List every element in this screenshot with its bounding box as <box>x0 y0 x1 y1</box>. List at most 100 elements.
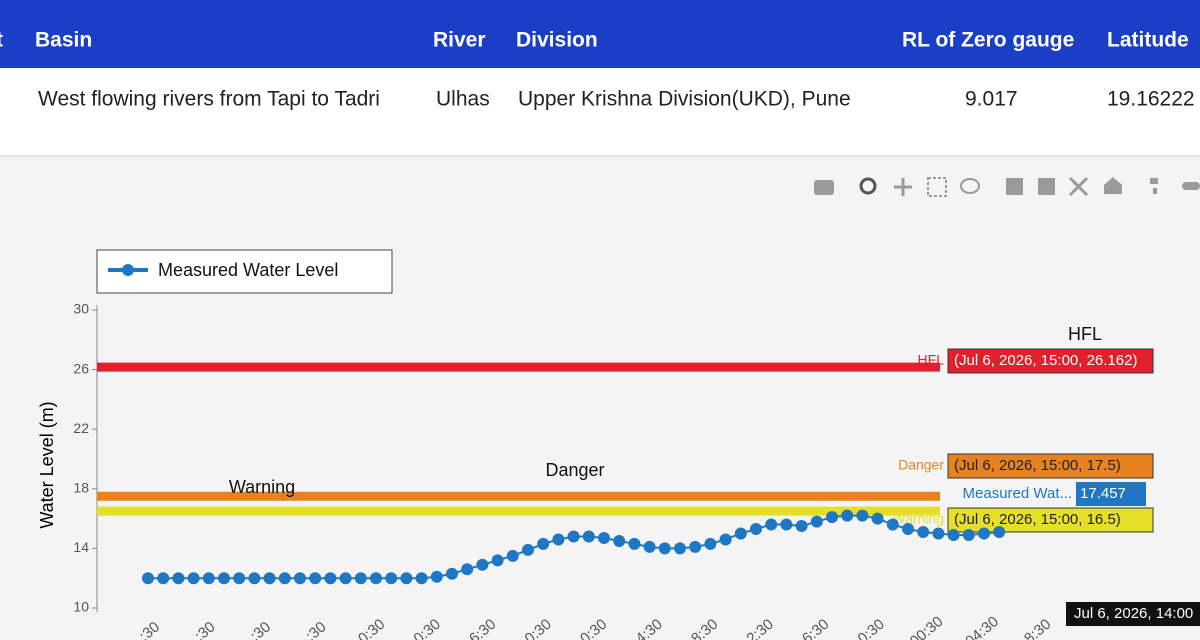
y-tick-label: 30 <box>73 301 89 317</box>
hover-tag <box>947 453 1154 479</box>
y-tick-label: 14 <box>73 539 89 555</box>
x-tick-label: :30 <box>136 618 163 640</box>
point <box>658 542 671 555</box>
point <box>902 523 914 536</box>
x-spike-box <box>1066 602 1200 626</box>
hover-tag-text: (Jul 6, 2026, 15:00, 17.5) <box>954 457 1121 474</box>
point <box>385 572 398 585</box>
x-tick-label: :30 <box>247 618 274 640</box>
zoom-out-icon[interactable] <box>1038 178 1055 195</box>
legend-marker <box>122 264 134 276</box>
table-header: Division <box>516 29 598 52</box>
point <box>552 533 565 546</box>
hover-value: 17.457 <box>1080 485 1126 502</box>
x-tick-label: 6:30 <box>799 616 832 640</box>
point <box>339 572 352 585</box>
point <box>400 572 413 585</box>
hover-tag-text: (Jul 6, 2026, 15:00, 16.5) <box>954 511 1121 528</box>
table-cell: 9.017 <box>965 88 1018 111</box>
x-tick-label: 0:30 <box>855 616 888 640</box>
point <box>962 528 975 541</box>
point <box>218 572 230 585</box>
x-tick-label: :30 <box>192 618 219 640</box>
toolbar <box>814 176 1200 197</box>
point <box>689 540 702 553</box>
hover-name: HFL <box>918 352 945 368</box>
table-row <box>0 68 1200 156</box>
point <box>476 558 489 571</box>
zoom-in-icon[interactable] <box>1006 178 1023 195</box>
y-tick-label: 22 <box>73 420 89 436</box>
reference-annotation: Warning <box>229 477 295 497</box>
spike-icon[interactable] <box>1150 178 1158 194</box>
point <box>582 530 595 543</box>
reference-annotation: Danger <box>545 460 604 480</box>
y-tick-label: 18 <box>73 480 89 496</box>
point <box>294 572 306 585</box>
point <box>598 531 610 544</box>
x-tick-label: 0:30 <box>411 616 444 640</box>
point <box>506 549 519 562</box>
x-tick-label: 04:30 <box>962 613 1002 640</box>
point <box>370 572 382 585</box>
table-header: Latitude <box>1107 29 1189 52</box>
point <box>643 540 656 553</box>
x-tick-label: 2:30 <box>744 616 777 640</box>
point <box>765 518 778 531</box>
camera-icon[interactable] <box>814 180 834 195</box>
y-axis-label: Water Level (m) <box>37 401 57 528</box>
table-cell: 19.16222 <box>1107 88 1195 111</box>
point <box>704 537 717 550</box>
hover-tag <box>947 348 1154 374</box>
point <box>613 534 626 547</box>
x-tick-label: 4:30 <box>633 616 666 640</box>
autoscale-icon[interactable] <box>1068 176 1089 197</box>
point <box>187 572 200 585</box>
point <box>354 572 367 585</box>
table-header: River <box>433 29 486 52</box>
y-tick-label: 26 <box>73 360 89 376</box>
point <box>263 572 276 585</box>
table-header: RL of Zero gauge <box>902 29 1074 52</box>
point <box>810 515 823 528</box>
hover-icon[interactable] <box>1182 182 1200 190</box>
point <box>871 512 884 525</box>
point <box>324 572 337 585</box>
point <box>795 520 808 533</box>
point <box>461 563 474 576</box>
hover-name: Warning <box>892 511 944 527</box>
point <box>430 570 443 583</box>
x-tick-label: 8:30 <box>1021 616 1054 640</box>
point <box>278 572 291 585</box>
x-tick-label: 0:30 <box>355 616 388 640</box>
point <box>841 509 854 522</box>
lasso-icon[interactable] <box>960 178 980 194</box>
x-spike-label: Jul 6, 2026, 14:00 <box>1074 605 1193 622</box>
reset-icon[interactable] <box>1104 177 1122 194</box>
point <box>202 572 215 585</box>
x-tick-label: :30 <box>303 618 330 640</box>
hover-tag-text: (Jul 6, 2026, 15:00, 26.162) <box>954 352 1137 369</box>
point <box>917 526 930 539</box>
point <box>932 527 945 540</box>
hover-value-box <box>1076 482 1146 506</box>
table-header: Basin <box>35 29 92 52</box>
y-tick-label: 10 <box>73 599 89 615</box>
table-cell: Upper Krishna Division(UKD), Pune <box>518 88 851 111</box>
reference-annotation: HFL <box>1068 324 1102 344</box>
table-header: t <box>0 29 3 52</box>
legend-label: Measured Water Level <box>158 260 338 280</box>
point <box>826 511 838 524</box>
box-select-icon[interactable] <box>927 177 947 197</box>
point <box>719 533 732 546</box>
zoom-icon[interactable] <box>859 177 877 195</box>
x-tick-label: 00:30 <box>907 613 947 640</box>
table-cell: Ulhas <box>436 88 490 111</box>
x-tick-label: 0:30 <box>577 616 610 640</box>
point <box>172 572 185 585</box>
pan-icon[interactable] <box>894 178 912 196</box>
point <box>522 543 534 556</box>
point <box>674 542 686 555</box>
